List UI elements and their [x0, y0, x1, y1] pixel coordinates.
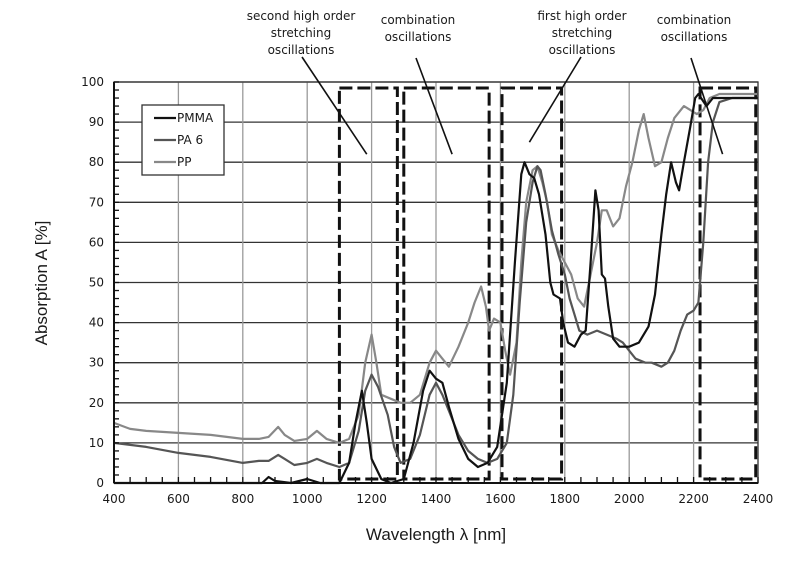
annotation: second high order stretching oscillations [247, 9, 368, 155]
legend-label: PMMA [177, 111, 214, 125]
x-tick-label: 400 [103, 492, 126, 506]
y-tick-label: 60 [89, 235, 104, 249]
annotation-pointer-line [528, 56, 582, 143]
x-tick-label: 800 [231, 492, 254, 506]
series-line-pp [113, 92, 758, 444]
x-tick-label: 1200 [356, 492, 387, 506]
x-tick-label: 600 [167, 492, 190, 506]
y-tick-label: 10 [89, 436, 104, 450]
x-axis-title: Wavelength λ [nm] [366, 525, 506, 544]
annotation-text: second high order [247, 9, 356, 23]
y-tick-label: 40 [89, 316, 104, 330]
annotation-text: oscillations [661, 30, 728, 44]
legend-label: PP [177, 155, 191, 169]
dashed-region-box [337, 86, 399, 481]
legend-label: PA 6 [177, 133, 203, 147]
series-line-pa-6 [113, 96, 758, 469]
annotation-pointer-line [415, 57, 453, 155]
y-tick-label: 90 [89, 115, 104, 129]
annotation-text: oscillations [549, 43, 616, 57]
y-tick-label: 50 [89, 276, 104, 290]
annotation-pointer-line [301, 56, 368, 155]
annotation-text: stretching [552, 26, 612, 40]
annotation-text: combination [381, 13, 456, 27]
x-tick-label: 1000 [292, 492, 323, 506]
dashed-region-box [500, 86, 564, 481]
x-tick-label: 1800 [550, 492, 581, 506]
x-tick-label: 2400 [743, 492, 774, 506]
y-axis-title: Absorption A [%] [32, 221, 51, 346]
y-tick-label: 30 [89, 356, 104, 370]
annotation-pointer-line [690, 57, 724, 155]
oscillation-regions [337, 86, 758, 481]
series-line-pmma [114, 92, 758, 485]
annotation: first high order stretching oscillations [528, 9, 627, 143]
annotation-text: oscillations [268, 43, 335, 57]
y-tick-label: 70 [89, 195, 104, 209]
annotation-text: first high order [537, 9, 626, 23]
annotation: combination oscillations [381, 13, 456, 155]
dashed-region-box [402, 86, 491, 481]
y-tick-label: 100 [81, 75, 104, 89]
x-tick-label: 1400 [421, 492, 452, 506]
x-tick-label: 2000 [614, 492, 645, 506]
series-lines [113, 92, 758, 485]
annotations: second high orderstretchingoscillationsc… [247, 9, 732, 155]
y-tick-label: 80 [89, 155, 104, 169]
dashed-region-box [698, 86, 758, 481]
y-tick-label: 0 [96, 476, 104, 490]
x-tick-label: 1600 [485, 492, 516, 506]
axes: 400 600 800 1000 1200 1400 1600 1800 2000 2200 240… [81, 75, 773, 506]
annotation-text: combination [657, 13, 732, 27]
annotation: combination oscillations [657, 13, 732, 155]
legend: PMMA PA 6 PP [141, 104, 225, 176]
y-tick-label: 20 [89, 396, 104, 410]
x-tick-label: 2200 [678, 492, 709, 506]
annotation-text: oscillations [385, 30, 452, 44]
annotation-text: stretching [271, 26, 331, 40]
